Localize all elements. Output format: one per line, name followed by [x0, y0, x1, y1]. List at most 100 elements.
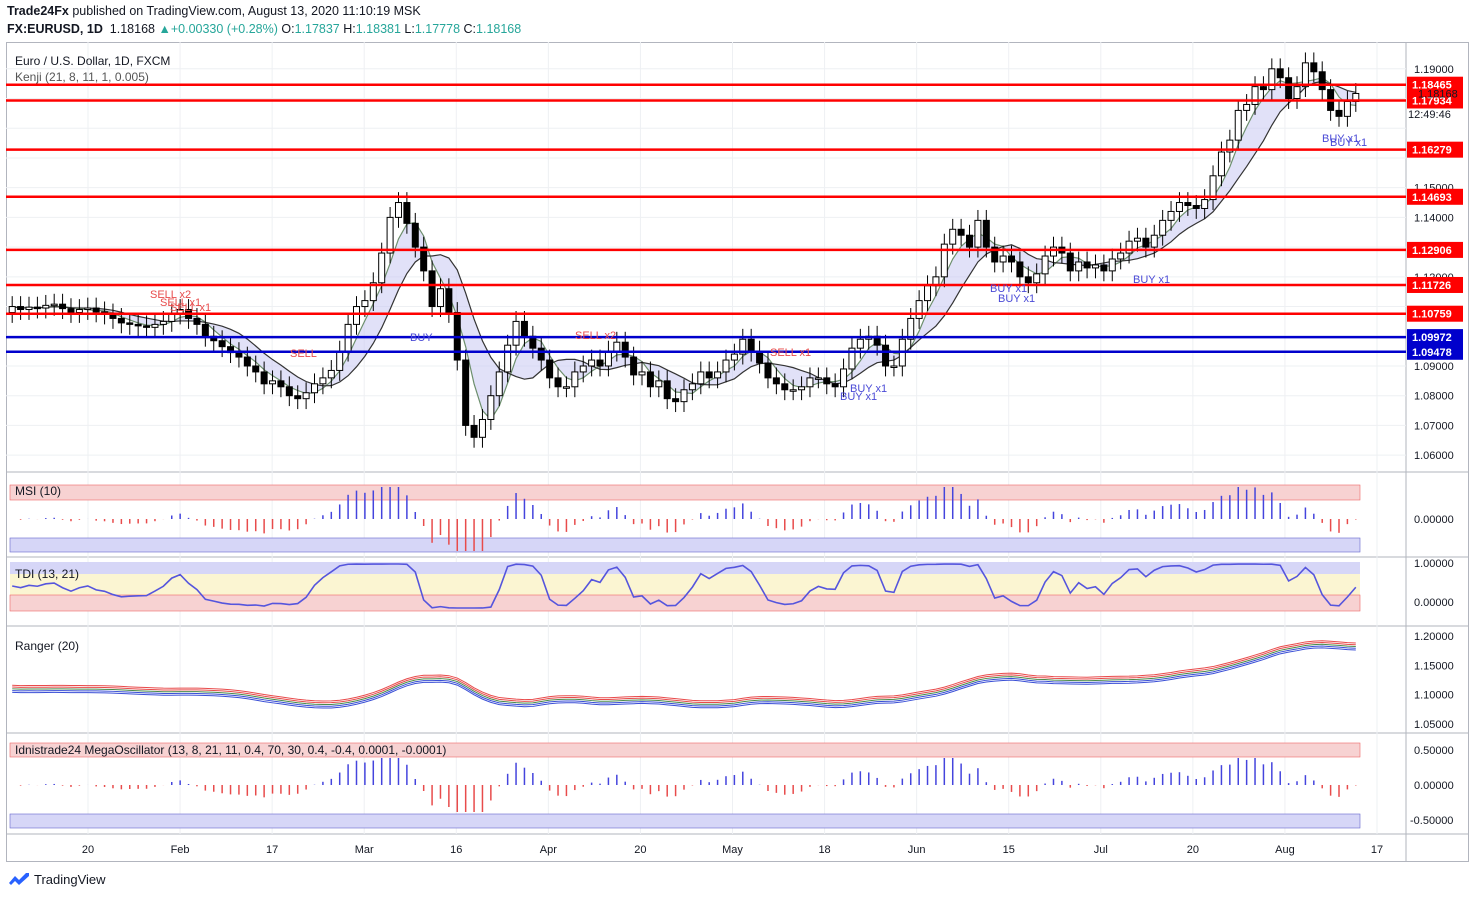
candle-body: [369, 282, 377, 302]
candle-body: [781, 383, 789, 391]
candle-body: [1217, 151, 1225, 177]
candle-body: [949, 228, 957, 245]
candle-body: [714, 371, 722, 379]
candle-body: [1142, 237, 1150, 248]
candle-body: [151, 323, 159, 328]
candle-body: [596, 359, 604, 367]
y-tick-label: 1.06000: [1414, 450, 1454, 462]
candle-body: [890, 365, 898, 368]
candle-body: [621, 341, 629, 358]
candle-body: [772, 377, 780, 385]
signal-label: SELL x2: [575, 330, 616, 342]
tdi-tick: 0.00000: [1414, 597, 1454, 609]
ranger-tick: 1.10000: [1414, 690, 1454, 702]
candle-body: [1226, 139, 1234, 153]
x-tick-label: May: [722, 844, 743, 856]
candle-body: [1167, 210, 1175, 221]
candle-body: [319, 377, 327, 385]
candle-body: [655, 380, 663, 388]
candle-body: [588, 359, 596, 367]
x-tick-label: Aug: [1275, 844, 1295, 856]
last-price: 1.18168: [109, 22, 155, 36]
candle-body: [495, 371, 503, 397]
candle-body: [1150, 234, 1158, 248]
candle-body: [680, 389, 688, 403]
signal-label: BUY x1: [840, 391, 877, 403]
tdi-title: TDI (13, 21): [15, 567, 79, 581]
y-tick-label: 1.09000: [1414, 361, 1454, 373]
candle-body: [1133, 237, 1141, 242]
level-tag: [1407, 92, 1463, 109]
ranger-title: Ranger (20): [15, 639, 79, 653]
candle-body: [957, 228, 965, 236]
ranger-tick: 1.20000: [1414, 631, 1454, 643]
candle-body: [840, 368, 848, 388]
candle-body: [537, 347, 545, 361]
candle-body: [571, 371, 579, 388]
candle-body: [294, 395, 302, 400]
footer: TradingView: [8, 871, 106, 887]
ranger-tick: 1.05000: [1414, 719, 1454, 731]
level-tag-label: 1.09972: [1412, 332, 1452, 344]
symbol-label: FX:EURUSD, 1D: [7, 22, 103, 36]
indicator-label: Kenji (21, 8, 11, 1, 0.005): [15, 70, 149, 84]
tdi-tick: 1.00000: [1414, 558, 1454, 570]
candle-body: [378, 252, 386, 284]
candle-body: [285, 386, 293, 397]
tdi-mid-zone: [10, 574, 1360, 595]
candle-body: [302, 392, 310, 400]
candle-body: [764, 362, 772, 379]
chart-frame[interactable]: [6, 42, 1469, 862]
candle-body: [33, 306, 41, 310]
msi-tick: 0.00000: [1414, 514, 1454, 526]
candle-body: [470, 424, 478, 438]
ranger-line: [12, 645, 1356, 707]
ohlc-line: FX:EURUSD, 1D 1.18168 ▲+0.00330 (+0.28%)…: [7, 22, 521, 36]
level-tag: [1407, 141, 1463, 158]
candle-body: [1184, 202, 1192, 207]
mega-oversold-zone: [9, 813, 1361, 829]
candle-body: [907, 317, 915, 340]
candle-body: [579, 365, 587, 373]
candle-body: [1243, 103, 1251, 111]
candle-body: [1301, 62, 1309, 88]
candle-body: [17, 306, 25, 311]
candle-body: [59, 303, 67, 310]
signal-label: SELL x1: [170, 302, 211, 314]
candle-body: [1041, 255, 1049, 275]
candle-body: [428, 270, 436, 308]
h-label: H:: [343, 22, 356, 36]
level-tag: [1407, 76, 1463, 93]
candle-body: [1033, 273, 1041, 284]
signal-label: BUY x1: [1133, 274, 1170, 286]
y-tick-label: 1.14000: [1414, 212, 1454, 224]
candle-body: [1192, 205, 1200, 209]
candle-body: [462, 359, 470, 426]
close-value: 1.18168: [476, 22, 522, 36]
x-tick-label: Mar: [355, 844, 374, 856]
candle-body: [84, 307, 92, 311]
x-tick-label: 15: [1003, 844, 1015, 856]
level-tag-label: 1.18465: [1412, 80, 1452, 92]
candle-body: [806, 377, 814, 388]
signal-label: BUY x1: [998, 293, 1035, 305]
tdi-lower-zone: [9, 594, 1361, 612]
x-tick-label: Feb: [171, 844, 190, 856]
main-title: Euro / U.S. Dollar, 1D, FXCM: [15, 54, 170, 68]
candle-body: [604, 350, 612, 367]
mega-overbought-zone: [9, 742, 1361, 758]
candle-body: [1049, 246, 1057, 257]
open-value: 1.17837: [294, 22, 340, 36]
x-tick-label: Apr: [540, 844, 557, 856]
candle-body: [159, 320, 167, 325]
candle-body: [966, 234, 974, 248]
signal-label: SELL x1: [770, 347, 811, 359]
msi-oversold-zone: [9, 537, 1361, 553]
candle-body: [672, 398, 680, 403]
candle-body: [520, 320, 528, 337]
x-tick-label: 17: [1371, 844, 1383, 856]
kenji-slow-line: [12, 80, 1356, 387]
candle-body: [436, 288, 444, 308]
y-tick-label: 1.08000: [1414, 391, 1454, 403]
